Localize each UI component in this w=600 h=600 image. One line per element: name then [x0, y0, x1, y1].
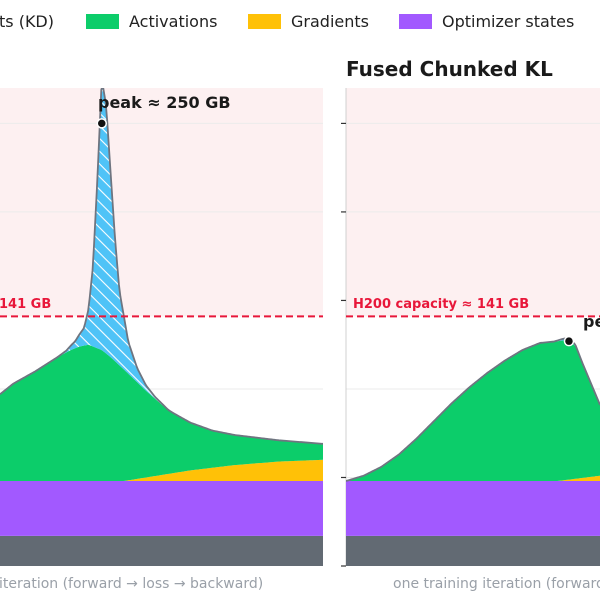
- stacked-areas: [0, 88, 323, 566]
- peak-marker: [96, 118, 108, 129]
- stacked-areas: [346, 336, 600, 566]
- activations-area: [346, 339, 600, 482]
- legend-swatch-activations: [86, 14, 119, 29]
- gradients-area: [346, 475, 600, 482]
- optimizer-area: [0, 481, 323, 536]
- gradients-area: [0, 459, 323, 482]
- x-axis-label: one training iteration (forward → loss →…: [393, 576, 600, 592]
- x-axis-label: iteration (forward → loss → backward): [0, 576, 263, 592]
- legend-label-activations: Activations: [129, 12, 217, 31]
- legend: ts (KD) Activations Gradients Optimizer …: [0, 12, 574, 31]
- optimizer-area: [346, 481, 600, 536]
- total-outline: [0, 88, 323, 445]
- overflow-band: [346, 88, 600, 317]
- legend-swatch-gradients: [248, 14, 281, 29]
- capacity-label: H200 capacity ≈ 141 GB: [353, 297, 529, 312]
- legend-label-optimizer: Optimizer states: [442, 12, 574, 31]
- overflow-region: [0, 88, 323, 317]
- peak-marker: [563, 335, 575, 347]
- chart-panel-right: Fused Chunked KL one training iteration …: [341, 57, 600, 592]
- total-outline: [346, 336, 600, 482]
- legend-label-gradients: Gradients: [291, 12, 369, 31]
- peak-label: pe: [583, 312, 600, 331]
- capacity-label: 141 GB: [0, 297, 51, 312]
- legend-swatch-optimizer: [399, 14, 432, 29]
- weights-area: [0, 535, 323, 566]
- annotations: [0, 118, 323, 318]
- annotations: [346, 315, 600, 347]
- overflow-band: [0, 88, 323, 317]
- activations-area: [0, 344, 323, 482]
- chart-panel-left: iteration (forward → loss → backward) pe…: [0, 88, 323, 592]
- weights-area: [346, 535, 600, 566]
- peak-label: peak ≈ 250 GB: [98, 93, 231, 112]
- panel-title: Fused Chunked KL: [346, 57, 553, 81]
- legend-label-logits: ts (KD): [0, 12, 54, 31]
- overflow-region: [346, 88, 600, 317]
